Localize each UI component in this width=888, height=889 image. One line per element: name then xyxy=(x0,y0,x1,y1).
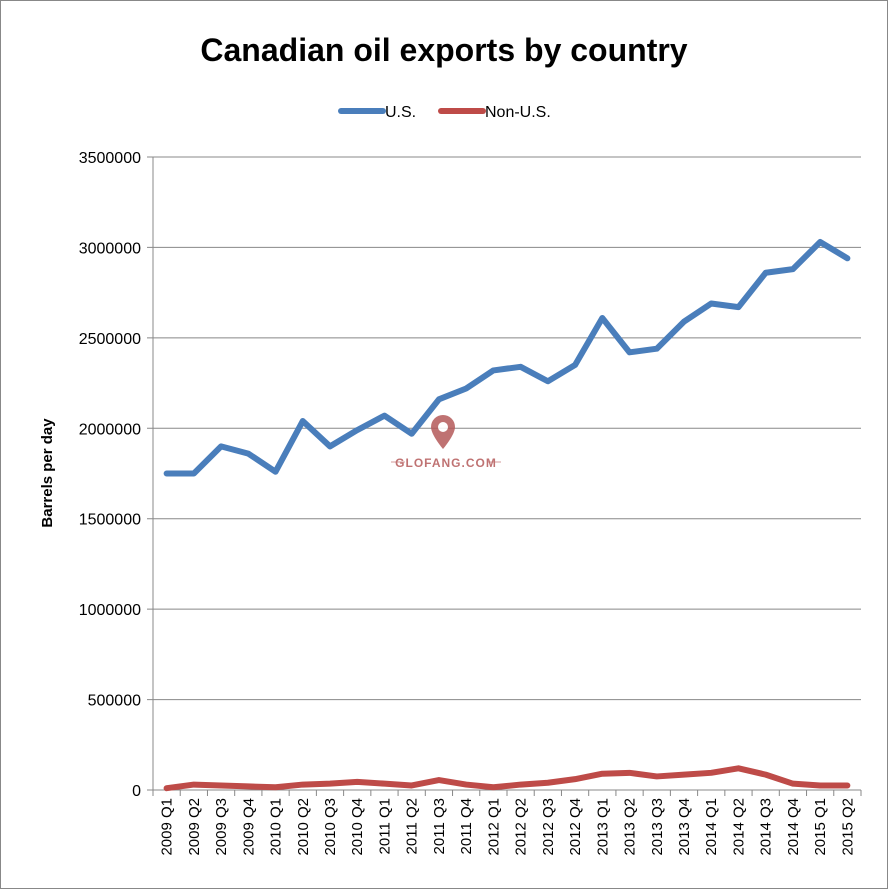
x-tick-label: 2009 Q4 xyxy=(240,798,257,856)
y-tick-label: 1500000 xyxy=(79,512,141,529)
series-line-non-us xyxy=(163,765,851,792)
x-tick-label: 2013 Q2 xyxy=(622,798,639,856)
legend-label: U.S. xyxy=(385,104,416,121)
chart-title: Canadian oil exports by country xyxy=(200,32,687,68)
x-tick-label: 2011 Q2 xyxy=(404,798,421,854)
x-tick-label: 2010 Q3 xyxy=(322,798,339,856)
x-tick-label: 2012 Q2 xyxy=(513,798,530,856)
y-tick-label: 0 xyxy=(132,783,141,800)
x-tick-label: 2009 Q2 xyxy=(186,798,203,856)
x-tick-label: 2014 Q4 xyxy=(785,798,802,856)
x-tick-label: 2012 Q1 xyxy=(485,798,502,856)
x-tick-label: 2010 Q2 xyxy=(295,798,312,856)
x-tick-label: 2009 Q3 xyxy=(213,798,230,856)
watermark-logo: GLOFANG.COM xyxy=(391,415,501,470)
x-tick-label: 2009 Q1 xyxy=(159,798,176,856)
x-tick-label: 2013 Q1 xyxy=(594,798,611,856)
x-tick-label: 2014 Q3 xyxy=(758,798,775,856)
legend: U.S. Non-U.S. xyxy=(338,104,551,121)
x-tick-label: 2015 Q1 xyxy=(812,798,829,856)
y-tick-label: 3000000 xyxy=(79,240,141,257)
x-tick-label: 2011 Q3 xyxy=(431,798,448,854)
x-tick-label: 2012 Q4 xyxy=(567,798,584,856)
y-tick-label: 1000000 xyxy=(79,602,141,619)
svg-text:GLOFANG.COM: GLOFANG.COM xyxy=(395,456,497,470)
x-tick-label: 2012 Q3 xyxy=(540,798,557,856)
x-tick-label: 2013 Q4 xyxy=(676,798,693,856)
x-tick-label: 2013 Q3 xyxy=(649,798,666,856)
x-tick-label: 2011 Q1 xyxy=(376,798,393,854)
x-tick-label: 2010 Q4 xyxy=(349,798,366,856)
y-tick-label: 2000000 xyxy=(79,421,141,438)
x-tick-label: 2015 Q2 xyxy=(839,798,856,856)
series-line-us xyxy=(163,239,851,477)
y-tick-label: 2500000 xyxy=(79,331,141,348)
legend-label: Non-U.S. xyxy=(485,104,551,121)
x-tick-label: 2011 Q4 xyxy=(458,798,475,854)
y-tick-label: 500000 xyxy=(88,693,141,710)
y-tick-label: 3500000 xyxy=(79,150,141,167)
y-axis-label: Barrels per day xyxy=(39,418,56,528)
x-tick-label: 2010 Q1 xyxy=(268,798,285,856)
x-tick-label: 2014 Q1 xyxy=(703,798,720,856)
x-tick-label: 2014 Q2 xyxy=(730,798,747,856)
